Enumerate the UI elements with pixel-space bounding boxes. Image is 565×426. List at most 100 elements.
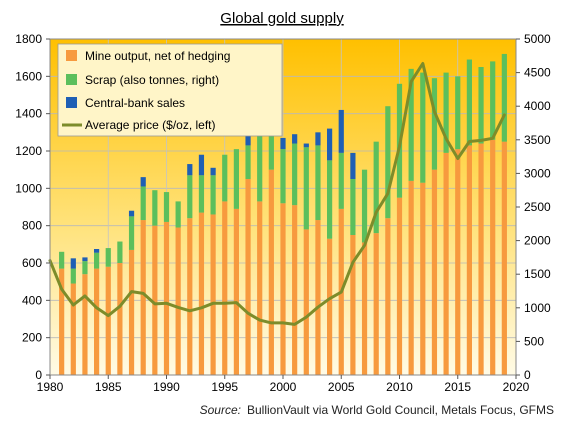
source-text: BullionVault via World Gold Council, Met… xyxy=(247,403,554,417)
bar-scrap xyxy=(128,216,135,250)
chart-title: Global gold supply xyxy=(220,10,344,27)
bar-scrap xyxy=(198,175,205,213)
source-note: Source: BullionVault via World Gold Counc… xyxy=(200,403,554,417)
left-axis-tick-label: 200 xyxy=(22,331,42,345)
bar-mine-output xyxy=(478,143,484,375)
bar-mine-output xyxy=(94,268,100,375)
x-axis-tick-label: 1985 xyxy=(95,380,122,394)
right-axis-tick-label: 5000 xyxy=(524,32,551,46)
x-axis-tick-label: 2000 xyxy=(270,380,297,394)
bar-mine-output xyxy=(280,203,286,375)
right-axis-tick-label: 500 xyxy=(524,334,544,348)
legend-swatch-scrap xyxy=(66,74,77,85)
x-axis: 1980 1985 1990 1995 2000 2005 2010 2015 2020 xyxy=(37,375,530,394)
bar-scrap xyxy=(315,145,321,221)
right-axis-tick-label: 2000 xyxy=(524,234,551,248)
bar-mine-output xyxy=(431,169,438,375)
right-axis-tick-label: 4500 xyxy=(524,66,551,80)
bar-mine-output xyxy=(292,205,298,375)
bar-scrap xyxy=(82,261,88,275)
bar-scrap xyxy=(327,160,333,239)
x-axis-tick-label: 1980 xyxy=(37,380,64,394)
left-axis: 0 200 400 600 800 1000 1200 1400 1600 1800 xyxy=(15,32,50,382)
bar-mine-output xyxy=(222,201,228,375)
legend-swatch-central-bank-sales xyxy=(66,97,77,108)
bar-scrap xyxy=(385,106,391,219)
left-axis-tick-label: 1000 xyxy=(15,181,42,195)
legend-swatch-mine-output xyxy=(66,50,77,61)
bar-mine-output xyxy=(140,220,146,375)
legend-label-average-price: Average price ($/oz, left) xyxy=(85,118,216,132)
bar-scrap xyxy=(361,169,368,243)
bar-scrap xyxy=(222,154,228,202)
right-axis-tick-label: 2500 xyxy=(524,200,551,214)
bar-scrap xyxy=(117,241,123,263)
bar-central-bank-sales xyxy=(280,137,286,150)
bar-mine-output xyxy=(198,212,205,375)
bar-scrap xyxy=(94,252,100,269)
bar-scrap xyxy=(210,175,216,215)
bar-scrap xyxy=(490,61,496,140)
bar-scrap xyxy=(257,124,263,202)
bar-scrap xyxy=(455,76,461,150)
left-axis-tick-label: 1600 xyxy=(15,69,42,83)
right-axis-tick-label: 4000 xyxy=(524,99,551,113)
bar-central-bank-sales xyxy=(327,128,333,161)
bar-mine-output xyxy=(128,249,135,375)
left-axis-tick-label: 1800 xyxy=(15,32,42,46)
legend-label-mine-output: Mine output, net of hedging xyxy=(85,49,230,63)
bar-mine-output xyxy=(396,197,403,375)
x-axis-tick-label: 2005 xyxy=(328,380,355,394)
bar-central-bank-sales xyxy=(303,143,309,148)
bar-mine-output xyxy=(82,274,88,375)
bar-mine-output xyxy=(350,235,356,375)
bar-mine-output xyxy=(408,180,414,375)
bar-central-bank-sales xyxy=(338,109,344,153)
bar-central-bank-sales xyxy=(198,154,205,176)
bar-scrap xyxy=(408,68,414,181)
bar-mine-output xyxy=(385,218,391,375)
bar-mine-output xyxy=(163,221,170,375)
bar-central-bank-sales xyxy=(187,164,193,176)
bar-scrap xyxy=(373,141,379,234)
right-axis-tick-label: 3000 xyxy=(524,166,551,180)
right-axis: 0 500 1000 1500 2000 2500 3000 3500 4000 4500 5000 xyxy=(516,32,551,382)
bar-mine-output xyxy=(443,152,449,375)
left-axis-tick-label: 600 xyxy=(22,256,42,270)
source-label: Source: xyxy=(200,403,241,417)
bar-central-bank-sales xyxy=(128,210,135,217)
bar-scrap xyxy=(350,179,356,235)
bar-mine-output xyxy=(59,268,65,375)
legend-label-central-bank-sales: Central-bank sales xyxy=(85,96,185,110)
legend-label-scrap: Scrap (also tonnes, right) xyxy=(85,73,219,87)
left-axis-tick-label: 800 xyxy=(22,219,42,233)
bar-mine-output xyxy=(268,169,274,375)
bar-scrap xyxy=(59,251,65,269)
bar-scrap xyxy=(268,126,274,170)
bar-central-bank-sales xyxy=(210,167,216,176)
x-axis-tick-label: 2020 xyxy=(503,380,530,394)
bar-mine-output xyxy=(257,201,263,375)
bar-central-bank-sales xyxy=(315,132,321,146)
bar-scrap xyxy=(501,53,507,142)
bar-scrap xyxy=(152,190,158,226)
bar-mine-output xyxy=(420,182,426,375)
bar-scrap xyxy=(292,143,298,206)
bar-mine-output xyxy=(361,242,368,375)
bar-mine-output xyxy=(187,218,193,375)
bar-scrap xyxy=(105,248,111,267)
bar-scrap xyxy=(163,192,170,222)
bar-scrap xyxy=(245,145,251,179)
bar-scrap xyxy=(303,147,309,230)
bar-mine-output xyxy=(466,145,472,375)
bar-mine-output xyxy=(70,283,76,375)
bar-scrap xyxy=(478,67,484,144)
bar-mine-output xyxy=(245,179,251,375)
bar-central-bank-sales xyxy=(140,177,146,187)
bar-central-bank-sales xyxy=(350,152,356,179)
bar-scrap xyxy=(431,78,438,170)
right-axis-tick-label: 0 xyxy=(524,368,531,382)
bar-mine-output xyxy=(152,225,158,375)
